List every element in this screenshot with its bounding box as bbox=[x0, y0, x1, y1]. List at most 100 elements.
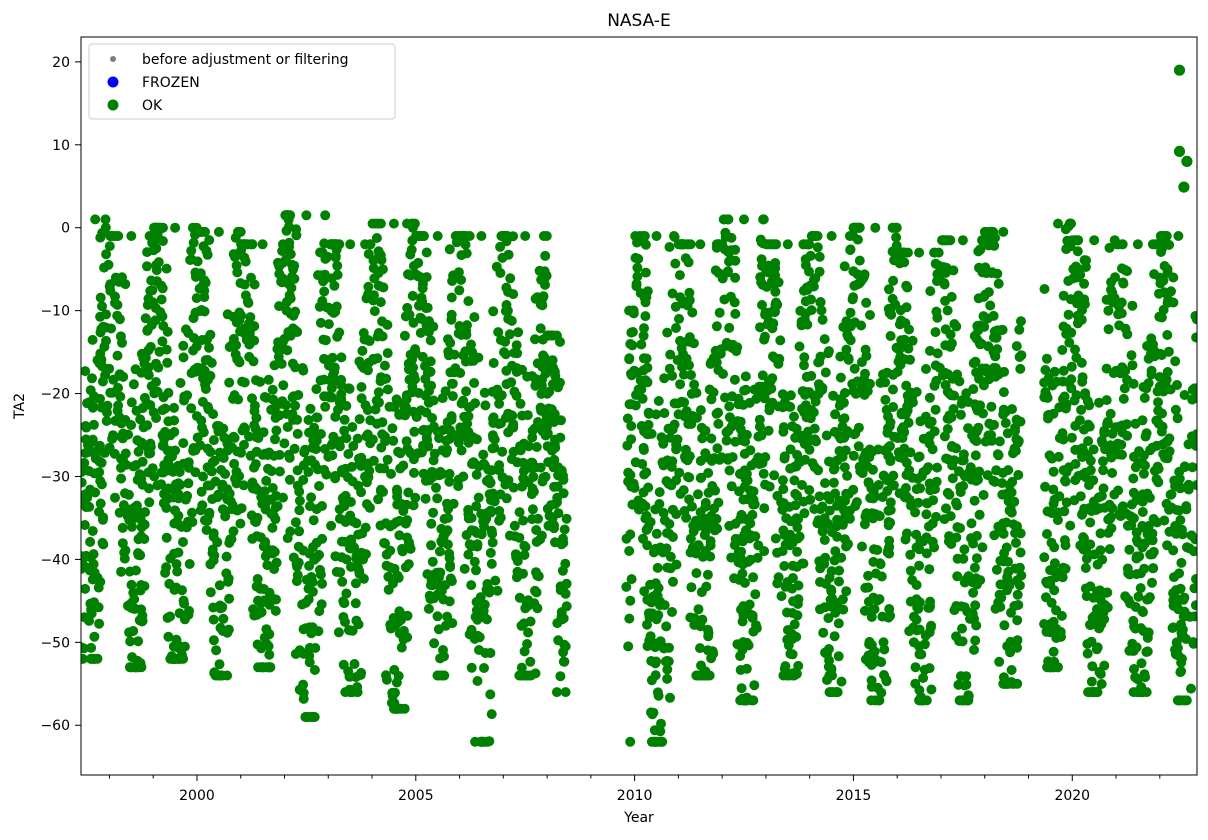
data-point bbox=[101, 249, 112, 260]
data-point bbox=[193, 269, 204, 280]
data-point bbox=[517, 481, 527, 492]
data-point bbox=[354, 568, 365, 579]
data-point bbox=[1148, 546, 1159, 557]
data-point bbox=[195, 440, 206, 451]
data-point bbox=[488, 358, 499, 368]
legend-label: FROZEN bbox=[142, 75, 200, 91]
data-point-max bbox=[1173, 231, 1184, 241]
data-point bbox=[795, 305, 806, 316]
data-point bbox=[921, 548, 932, 559]
data-point bbox=[157, 430, 168, 441]
data-point bbox=[1081, 255, 1091, 266]
data-point bbox=[832, 514, 843, 525]
data-point bbox=[758, 468, 769, 479]
data-point bbox=[706, 653, 717, 664]
data-point bbox=[888, 480, 899, 491]
data-point bbox=[1117, 502, 1128, 513]
data-band bbox=[937, 235, 990, 706]
data-point bbox=[1104, 242, 1115, 253]
data-point bbox=[509, 520, 520, 531]
data-point bbox=[814, 491, 825, 502]
data-point bbox=[706, 394, 717, 405]
data-point bbox=[851, 497, 862, 508]
data-point bbox=[859, 269, 870, 280]
data-point bbox=[305, 403, 316, 414]
data-point bbox=[120, 448, 131, 459]
data-point bbox=[844, 231, 855, 241]
data-point bbox=[702, 569, 713, 580]
data-point bbox=[680, 298, 691, 309]
data-point bbox=[191, 293, 202, 304]
data-point bbox=[841, 316, 852, 327]
data-point bbox=[1045, 565, 1056, 576]
data-point bbox=[923, 602, 934, 613]
data-point bbox=[780, 661, 791, 672]
data-point bbox=[754, 381, 764, 392]
data-point bbox=[777, 546, 788, 557]
data-point bbox=[305, 501, 315, 512]
data-point bbox=[183, 478, 194, 489]
data-point bbox=[1146, 369, 1157, 380]
data-point bbox=[104, 241, 115, 252]
data-point bbox=[903, 343, 914, 354]
data-point bbox=[741, 663, 752, 674]
data-point bbox=[388, 519, 399, 530]
data-point bbox=[469, 458, 480, 469]
data-point bbox=[1099, 428, 1110, 439]
data-point bbox=[111, 231, 122, 241]
data-point bbox=[1039, 284, 1050, 294]
data-point bbox=[642, 641, 653, 652]
data-point bbox=[211, 645, 222, 656]
data-point bbox=[508, 482, 519, 493]
data-point bbox=[249, 400, 260, 411]
data-point bbox=[558, 533, 568, 544]
data-point bbox=[371, 233, 382, 243]
data-point bbox=[200, 384, 211, 394]
data-point bbox=[983, 341, 994, 352]
data-point bbox=[911, 529, 922, 540]
data-point bbox=[884, 284, 894, 295]
data-point bbox=[423, 380, 434, 391]
data-point bbox=[112, 350, 123, 361]
data-point bbox=[163, 631, 174, 642]
data-point bbox=[485, 495, 496, 506]
data-point bbox=[863, 596, 874, 607]
data-point bbox=[1061, 467, 1072, 478]
data-point bbox=[470, 398, 481, 409]
data-point bbox=[131, 460, 142, 470]
data-point bbox=[779, 453, 790, 464]
data-point bbox=[317, 533, 328, 544]
data-point bbox=[1113, 485, 1124, 496]
data-point bbox=[1060, 540, 1071, 551]
data-point bbox=[309, 665, 320, 675]
data-point bbox=[515, 441, 525, 452]
data-point bbox=[140, 507, 151, 518]
data-point bbox=[352, 682, 363, 692]
data-point bbox=[336, 352, 347, 363]
data-point bbox=[343, 666, 354, 677]
data-point bbox=[236, 503, 247, 514]
data-point bbox=[925, 622, 936, 633]
data-point bbox=[708, 520, 719, 531]
data-point bbox=[195, 226, 205, 237]
data-point bbox=[247, 477, 258, 488]
data-point bbox=[189, 333, 199, 343]
data-point bbox=[479, 387, 490, 398]
data-point bbox=[905, 549, 916, 560]
data-point bbox=[497, 446, 508, 457]
data-point bbox=[247, 533, 258, 544]
data-point bbox=[757, 300, 767, 310]
data-point bbox=[819, 602, 830, 613]
data-point bbox=[729, 374, 740, 385]
data-point bbox=[126, 579, 137, 590]
data-point bbox=[530, 462, 541, 473]
data-point bbox=[395, 448, 406, 459]
data-point bbox=[1117, 263, 1127, 274]
data-point bbox=[251, 581, 262, 592]
data-point bbox=[392, 499, 403, 510]
data-point bbox=[281, 400, 292, 411]
data-point-max bbox=[301, 210, 312, 221]
data-point bbox=[303, 583, 314, 594]
data-point bbox=[228, 526, 239, 537]
data-point bbox=[1107, 468, 1118, 478]
